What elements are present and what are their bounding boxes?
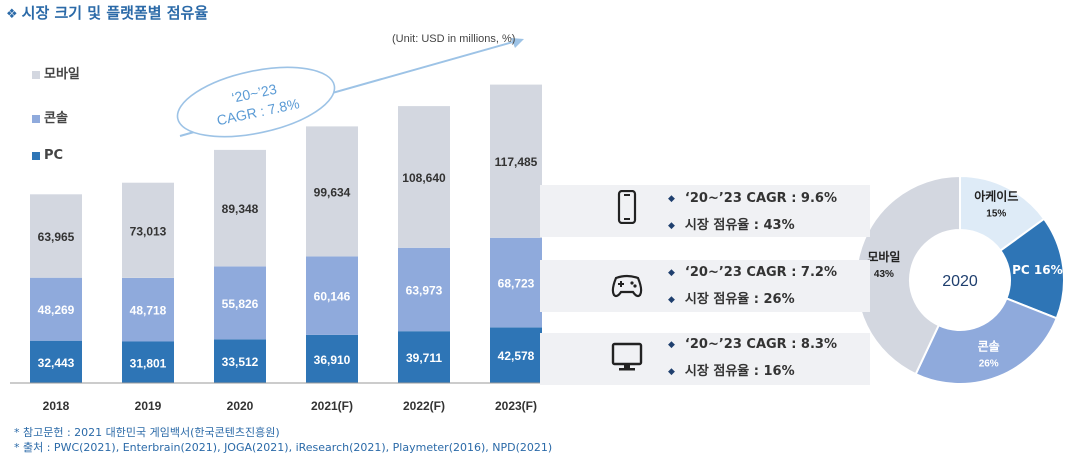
x-tick-label: 2022(F)	[403, 399, 445, 413]
legend-label: 모바일	[44, 67, 80, 82]
kpi-band-pc	[540, 333, 870, 385]
legend-item-mobile: 모바일	[32, 63, 80, 82]
legend-item-console: 콘솔	[32, 107, 68, 126]
bar-value-label: 48,718	[130, 304, 167, 318]
bar-value-label: 36,910	[314, 353, 351, 367]
bar-segment	[306, 256, 358, 335]
bar-segment	[398, 247, 450, 332]
kpi-text: ‘20~’23 CAGR : 8.3%	[684, 337, 837, 352]
bar-value-label: 99,634	[314, 185, 351, 199]
bar-value-label: 63,965	[38, 230, 75, 244]
stacked-bars: 32,443 48,269 63,965 2018 31,801 48,718 73,013…	[30, 84, 542, 413]
donut-slice-percent: 15%	[986, 209, 1006, 220]
legend-swatch	[32, 70, 40, 79]
bar-segment	[30, 194, 82, 278]
x-tick-label: 2021(F)	[311, 399, 353, 413]
x-tick-label: 2018	[43, 399, 70, 413]
bar-value-label: 89,348	[222, 202, 259, 216]
bullet-icon: ◆	[668, 339, 675, 350]
bar-value-label: 55,826	[222, 297, 259, 311]
smartphone-icon	[617, 190, 637, 224]
bar-value-label: 63,973	[406, 284, 443, 298]
gamepad-icon	[611, 274, 643, 298]
bar-segment	[30, 277, 82, 341]
kpi-mobile-share: ◆ 시장 점유율 : 43%	[668, 214, 795, 233]
bar-segment	[306, 334, 358, 383]
bar-segment	[490, 84, 542, 238]
bar-segment	[122, 278, 174, 342]
kpi-pc-share: ◆ 시장 점유율 : 16%	[668, 360, 795, 379]
kpi-band-mobile	[540, 185, 870, 237]
bar-value-label: 73,013	[130, 224, 167, 238]
unit-label: (Unit: USD in millions, %)	[392, 33, 516, 45]
kpi-text: ‘20~’23 CAGR : 9.6%	[684, 191, 837, 206]
bar-segment	[30, 340, 82, 383]
bullet-icon: ◆	[668, 294, 675, 305]
donut-slice	[855, 174, 961, 376]
bullet-icon: ◆	[668, 267, 675, 278]
donut-slice-percent: 26%	[979, 359, 999, 370]
bar-value-label: 42,578	[498, 349, 535, 363]
legend-item-pc: PC	[32, 148, 63, 163]
donut-slice-name: PC 16%	[1012, 263, 1063, 277]
bar-segment	[398, 331, 450, 383]
bar-value-label: 60,146	[314, 290, 351, 304]
bar-value-label: 48,269	[38, 303, 75, 317]
bullet-icon: ◆	[668, 193, 675, 204]
donut-slice-name: 모바일	[867, 249, 900, 264]
bullet-icon: ◆	[668, 220, 675, 231]
cagr-callout-ellipse	[176, 66, 336, 138]
bar-value-label: 31,801	[130, 356, 167, 370]
donut-slice-percent: 43%	[874, 269, 894, 280]
bar-value-label: 68,723	[498, 277, 535, 291]
donut-chart: 아케이드 15% PC 16% 콘솔 26% 모바일 43% 2020	[855, 174, 1065, 385]
kpi-pc-cagr: ◆ ‘20~’23 CAGR : 8.3%	[668, 337, 837, 352]
monitor-icon	[611, 342, 643, 371]
bar-segment	[398, 106, 450, 248]
bar-segment	[306, 126, 358, 257]
donut-slice	[914, 297, 1058, 385]
donut-center-label: 2020	[942, 273, 978, 290]
x-tick-label: 2023(F)	[495, 399, 537, 413]
donut-slice-name: 아케이드	[974, 189, 1018, 204]
kpi-console-cagr: ◆ ‘20~’23 CAGR : 7.2%	[668, 265, 837, 280]
bullet-icon: ◆	[668, 366, 675, 377]
kpi-text: 시장 점유율 : 26%	[684, 292, 795, 307]
bar-segment	[122, 341, 174, 383]
legend-swatch	[32, 151, 40, 160]
page-title-text: 시장 크기 및 플랫폼별 점유율	[21, 4, 209, 22]
bar-segment	[490, 327, 542, 383]
bar-segment	[122, 182, 174, 278]
legend-label: 콘솔	[44, 111, 68, 126]
bar-segment	[214, 149, 266, 267]
x-tick-label: 2020	[227, 399, 254, 413]
kpi-text: ‘20~’23 CAGR : 7.2%	[684, 265, 837, 280]
bar-value-label: 39,711	[406, 351, 442, 365]
footnote-reference: * 참고문헌 : 2021 대한민국 게임백서(한국콘텐츠진흥원)	[14, 426, 280, 439]
bar-segment	[490, 237, 542, 328]
kpi-band-console	[540, 260, 870, 312]
donut-slice-name: 콘솔	[978, 340, 1000, 354]
kpi-text: 시장 점유율 : 43%	[684, 218, 795, 233]
bar-value-label: 117,485	[495, 155, 538, 169]
footnote-source: * 출처 : PWC(2021), Enterbrain(2021), JOGA…	[14, 441, 553, 454]
title-bullet-icon: ❖	[6, 7, 18, 22]
growth-arrow-head	[511, 38, 524, 48]
kpi-mobile-cagr: ◆ ‘20~’23 CAGR : 9.6%	[668, 191, 837, 206]
legend-swatch	[32, 114, 40, 123]
bar-value-label: 33,512	[222, 355, 259, 369]
bar-value-label: 32,443	[38, 356, 75, 370]
kpi-text: 시장 점유율 : 16%	[684, 364, 795, 379]
page-title: ❖ 시장 크기 및 플랫폼별 점유율	[6, 2, 208, 23]
bar-segment	[214, 266, 266, 340]
kpi-console-share: ◆ 시장 점유율 : 26%	[668, 288, 795, 307]
bar-value-label: 108,640	[402, 171, 446, 185]
x-tick-label: 2019	[135, 399, 162, 413]
bar-segment	[214, 339, 266, 383]
legend-label: PC	[44, 148, 64, 163]
